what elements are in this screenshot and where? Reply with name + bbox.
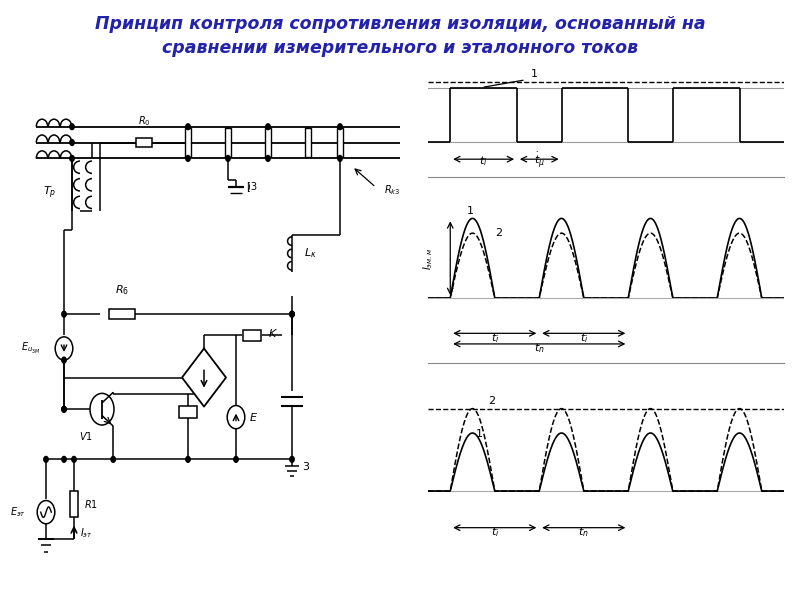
Text: $t_i$: $t_i$ <box>579 331 588 345</box>
Bar <box>109 310 135 319</box>
Text: $2$: $2$ <box>494 226 502 238</box>
Circle shape <box>226 155 230 161</box>
Circle shape <box>290 457 294 462</box>
Text: $t_i$: $t_i$ <box>490 526 499 539</box>
Text: $E_{u_{3M}}$: $E_{u_{3M}}$ <box>21 341 40 356</box>
Text: $V1$: $V1$ <box>79 430 93 442</box>
Text: $1$: $1$ <box>466 204 474 216</box>
Text: $t_{\mathit{n}}$: $t_{\mathit{n}}$ <box>534 341 545 355</box>
Bar <box>179 406 197 418</box>
Circle shape <box>234 457 238 462</box>
Circle shape <box>62 311 66 317</box>
Text: $\dot{t}_{\mu}$: $\dot{t}_{\mu}$ <box>534 150 545 170</box>
Text: $2$: $2$ <box>488 394 496 406</box>
Text: $R1$: $R1$ <box>84 498 98 510</box>
Text: $R_6$: $R_6$ <box>115 283 129 297</box>
Text: $\varphi$: $\varphi$ <box>184 406 192 418</box>
Circle shape <box>111 457 115 462</box>
Text: $\mathit{3}$: $\mathit{3}$ <box>302 460 310 472</box>
Text: $I_{\mathit{эм.м}}$: $I_{\mathit{эм.м}}$ <box>421 247 434 269</box>
Circle shape <box>266 155 270 161</box>
Bar <box>337 128 343 157</box>
Bar <box>225 128 231 157</box>
Circle shape <box>266 124 270 130</box>
Text: $E$: $E$ <box>249 411 258 423</box>
Bar <box>185 128 191 157</box>
Text: $t_i$: $t_i$ <box>490 331 499 345</box>
Bar <box>243 330 261 341</box>
Circle shape <box>62 457 66 462</box>
Circle shape <box>62 406 66 412</box>
Circle shape <box>62 406 66 412</box>
Text: $)\!\![\mathit{3}$: $)\!\![\mathit{3}$ <box>246 181 258 194</box>
Bar <box>70 491 78 517</box>
Circle shape <box>290 311 294 317</box>
Bar <box>265 128 271 157</box>
Text: $R_{k3}$: $R_{k3}$ <box>384 183 401 197</box>
Circle shape <box>70 124 74 130</box>
Circle shape <box>62 357 66 363</box>
Bar <box>136 138 153 148</box>
Circle shape <box>70 155 74 161</box>
Circle shape <box>70 140 74 145</box>
Circle shape <box>290 311 294 317</box>
Circle shape <box>72 457 76 462</box>
Circle shape <box>44 457 48 462</box>
Text: $t_{\mathit{n}}$: $t_{\mathit{n}}$ <box>578 526 589 539</box>
Text: $E_{\mathit{эт}}$: $E_{\mathit{эт}}$ <box>10 505 26 519</box>
Text: $1$: $1$ <box>474 427 482 439</box>
Circle shape <box>338 155 342 161</box>
Text: $I_{\mathit{эт}}$: $I_{\mathit{эт}}$ <box>80 526 93 540</box>
Text: $1$: $1$ <box>530 67 538 79</box>
Text: Принцип контроля сопротивления изоляции, основанный на: Принцип контроля сопротивления изоляции,… <box>94 15 706 33</box>
Circle shape <box>186 155 190 161</box>
Circle shape <box>186 457 190 462</box>
Text: сравнении измерительного и эталонного токов: сравнении измерительного и эталонного то… <box>162 39 638 57</box>
Circle shape <box>186 124 190 130</box>
Text: $R_0$: $R_0$ <box>138 115 150 128</box>
Circle shape <box>338 124 342 130</box>
Bar <box>305 128 311 157</box>
Polygon shape <box>182 349 226 407</box>
Text: $t_i$: $t_i$ <box>479 154 488 167</box>
Text: $T_p$: $T_p$ <box>43 185 57 201</box>
Text: $K$: $K$ <box>268 326 278 338</box>
Text: $L_\kappa$: $L_\kappa$ <box>304 247 317 260</box>
